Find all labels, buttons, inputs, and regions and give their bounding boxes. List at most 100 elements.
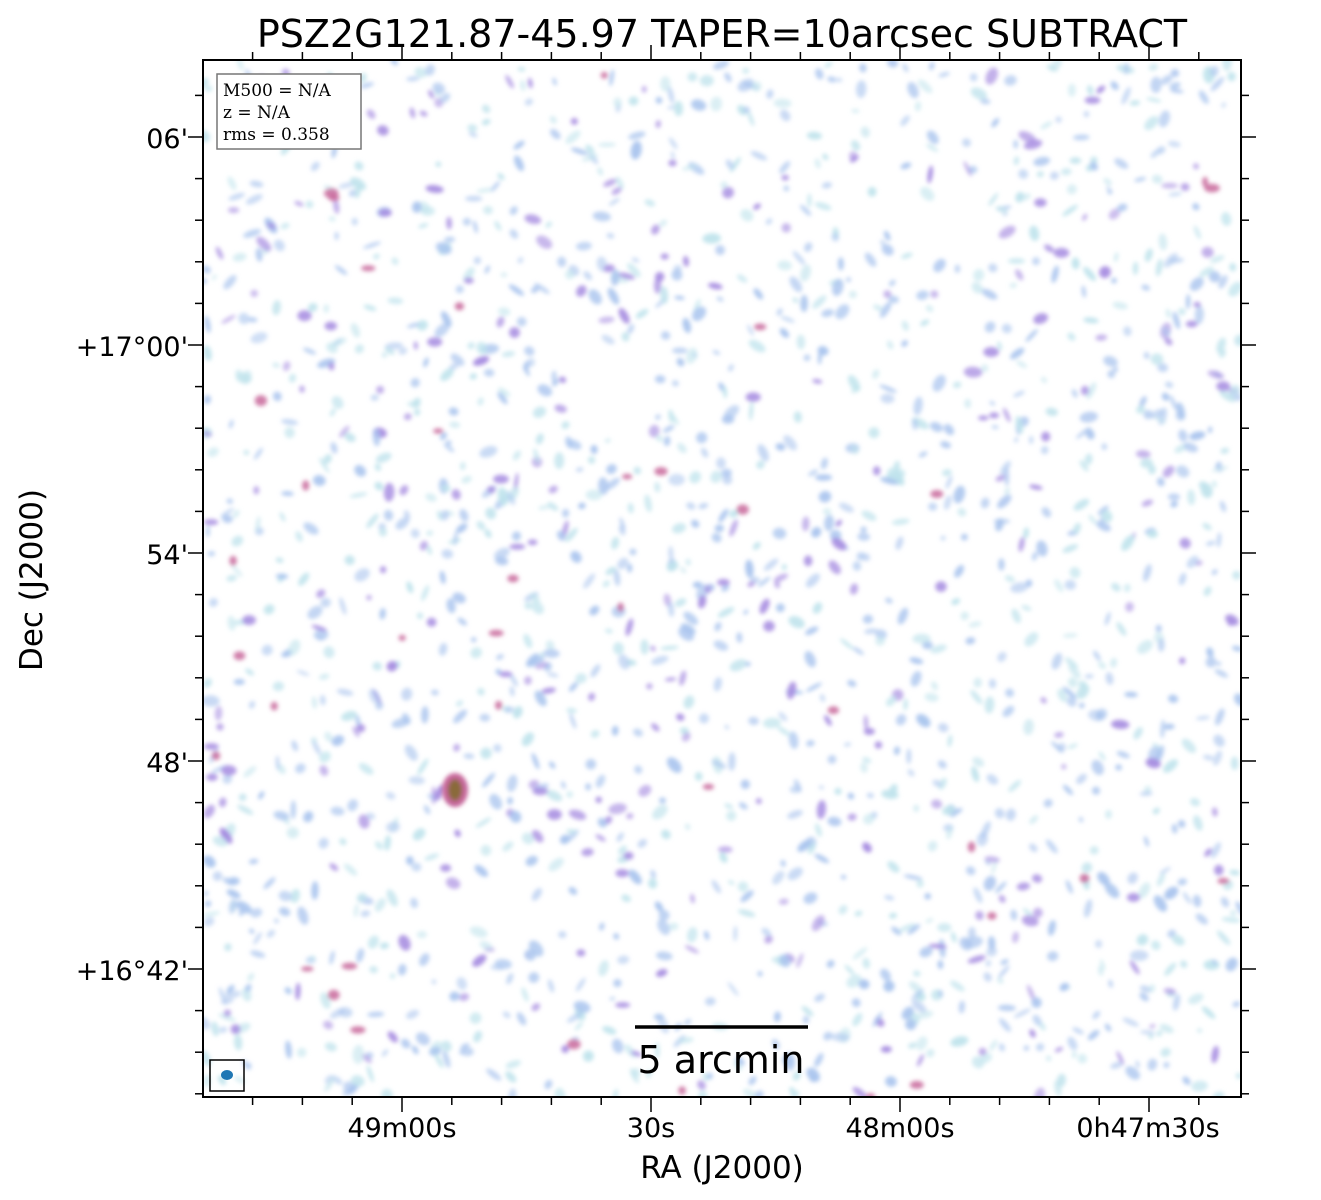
- dec-tick-labels: 06' +17°00' 54' 48' +16°42': [76, 124, 188, 987]
- noise-blob: [924, 692, 939, 702]
- noise-blob: [597, 167, 603, 176]
- noise-blob: [407, 401, 421, 408]
- noise-blob: [653, 1013, 664, 1020]
- noise-blob: [513, 140, 525, 150]
- noise-blob: [1136, 934, 1149, 946]
- noise-blob: [1148, 63, 1159, 71]
- y-axis-label: Dec (J2000): [14, 489, 50, 671]
- noise-blob: [1067, 743, 1078, 749]
- noise-blob: [310, 955, 316, 961]
- noise-blob: [1161, 327, 1171, 337]
- noise-blob: [644, 494, 652, 513]
- noise-blob: [481, 104, 491, 114]
- noise-blob: [288, 639, 301, 656]
- noise-blob: [838, 502, 854, 513]
- noise-blob: [1211, 569, 1218, 575]
- noise-blob: [286, 826, 299, 839]
- noise-blob: [987, 936, 996, 951]
- noise-blob: [398, 934, 411, 951]
- noise-blob: [1105, 672, 1114, 685]
- noise-blob: [902, 63, 909, 73]
- noise-blob: [1013, 139, 1019, 149]
- noise-peak: [378, 208, 392, 217]
- noise-blob: [438, 642, 448, 656]
- noise-blob: [846, 974, 862, 988]
- noise-blob: [627, 563, 633, 573]
- noise-blob: [517, 256, 524, 264]
- noise-blob: [812, 295, 827, 309]
- noise-blob: [724, 724, 730, 730]
- noise-blob: [497, 173, 505, 181]
- noise-blob: [1125, 1066, 1140, 1080]
- noise-blob: [787, 810, 803, 819]
- noise-blob: [618, 845, 627, 855]
- noise-blob: [819, 694, 826, 702]
- noise-blob: [668, 922, 679, 931]
- noise-blob: [908, 981, 922, 993]
- noise-blob: [1106, 185, 1111, 194]
- noise-blob: [1219, 390, 1236, 403]
- noise-blob: [1140, 1030, 1156, 1035]
- noise-blob: [638, 784, 652, 797]
- noise-blob: [467, 342, 475, 350]
- noise-blob: [914, 101, 922, 112]
- noise-blob: [512, 706, 523, 719]
- noise-blob: [998, 894, 1006, 903]
- noise-blob: [1178, 572, 1187, 586]
- noise-blob: [449, 991, 460, 1002]
- noise-blob: [1083, 899, 1093, 918]
- noise-blob: [358, 762, 374, 775]
- noise-blob: [525, 855, 538, 867]
- noise-blob: [595, 796, 602, 803]
- noise-blob: [796, 334, 806, 350]
- noise-blob: [383, 509, 394, 521]
- noise-blob: [831, 233, 840, 242]
- noise-blob: [473, 1030, 483, 1043]
- noise-blob: [771, 1039, 780, 1050]
- noise-blob: [493, 743, 502, 753]
- noise-blob: [1060, 168, 1072, 176]
- noise-blob: [806, 131, 822, 140]
- noise-blob: [712, 350, 721, 355]
- noise-blob: [727, 880, 735, 885]
- noise-blob: [1111, 582, 1121, 592]
- noise-blob: [248, 928, 255, 934]
- noise-blob: [604, 438, 611, 443]
- noise-blob: [312, 475, 326, 486]
- noise-blob: [245, 983, 252, 992]
- noise-blob: [967, 926, 976, 940]
- noise-emission-layer: [203, 60, 1241, 1097]
- noise-blob: [988, 192, 999, 206]
- noise-blob: [323, 304, 329, 314]
- noise-blob: [352, 726, 360, 738]
- noise-blob: [652, 804, 668, 820]
- noise-blob: [1066, 184, 1077, 195]
- noise-blob: [432, 82, 446, 95]
- noise-peak: [1053, 247, 1070, 258]
- noise-blob: [849, 290, 857, 299]
- noise-blob: [1072, 1051, 1077, 1059]
- noise-blob: [800, 264, 811, 282]
- noise-blob: [228, 192, 245, 201]
- noise-blob: [748, 716, 759, 726]
- noise-peak: [454, 302, 465, 311]
- noise-blob: [971, 282, 983, 294]
- noise-blob: [1101, 443, 1108, 451]
- noise-blob: [1023, 527, 1029, 539]
- noise-blob: [475, 817, 492, 828]
- noise-blob: [476, 187, 494, 193]
- noise-blob: [708, 282, 723, 290]
- noise-blob: [1160, 74, 1173, 85]
- noise-blob: [984, 696, 995, 714]
- noise-blob: [654, 481, 661, 493]
- noise-blob: [549, 128, 561, 140]
- noise-blob: [249, 180, 264, 188]
- noise-blob: [255, 516, 261, 533]
- noise-blob: [650, 869, 656, 879]
- noise-blob: [212, 836, 228, 847]
- noise-blob: [932, 374, 946, 392]
- noise-blob: [255, 247, 263, 262]
- noise-peak: [935, 581, 947, 592]
- noise-blob: [498, 387, 511, 397]
- noise-blob: [1148, 464, 1156, 475]
